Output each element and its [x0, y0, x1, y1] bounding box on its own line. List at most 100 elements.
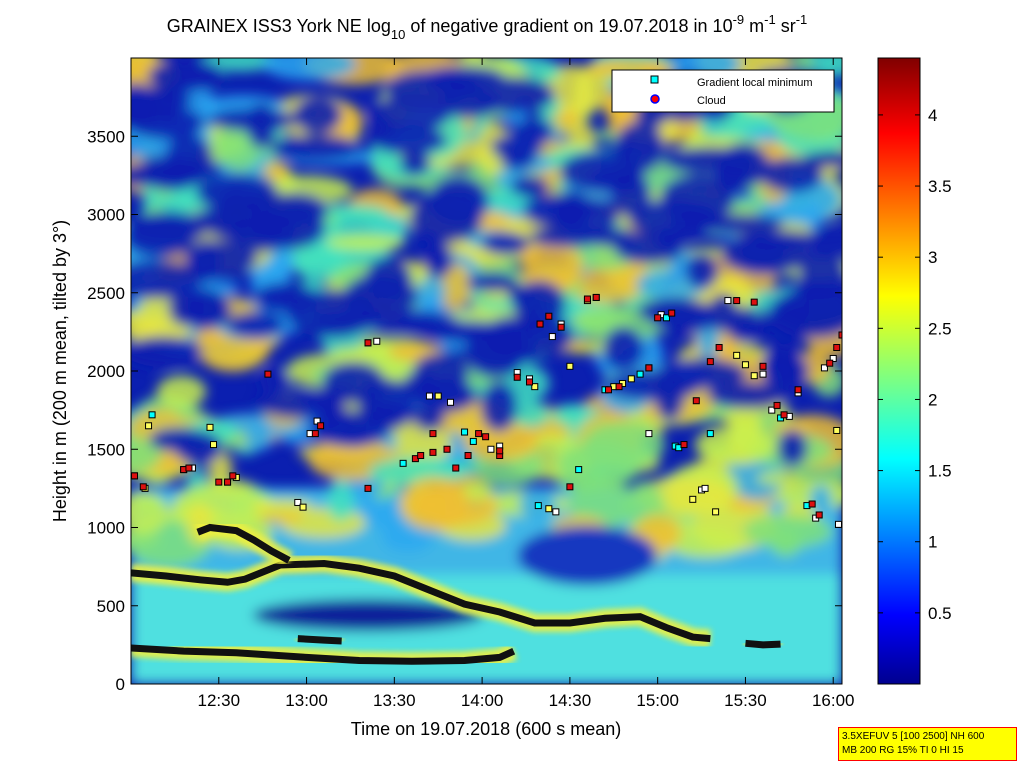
- cloud-marker: [215, 478, 223, 486]
- heatmap-patch: [743, 514, 833, 549]
- cloud-marker: [443, 445, 451, 453]
- cloud-marker: [615, 383, 623, 391]
- colorbar-tick-label: 1.5: [928, 462, 952, 481]
- gradient-minimum-marker: [399, 459, 407, 467]
- heatmap-gap: [131, 259, 203, 299]
- heatmap-gap: [614, 121, 665, 173]
- heatmap-gap: [364, 256, 413, 303]
- heatmap-patch: [810, 484, 832, 515]
- gradient-minimum-marker: [434, 392, 442, 400]
- cloud-marker: [583, 295, 591, 303]
- x-tick-label: 14:30: [549, 691, 592, 710]
- cloud-marker: [773, 401, 781, 409]
- cloud-marker: [545, 312, 553, 320]
- gradient-minimum-marker: [145, 422, 153, 430]
- heatmap-gap: [255, 388, 344, 419]
- heatmap-gap: [685, 252, 720, 290]
- gradient-minimum-marker: [425, 392, 433, 400]
- colorbar-tick-label: 0.5: [928, 604, 952, 623]
- annotation-line-2: MB 200 RG 15% TI 0 HI 15: [842, 745, 964, 756]
- gradient-minimum-marker: [461, 428, 469, 436]
- heatmap-patch: [522, 241, 584, 293]
- cloud-marker: [838, 331, 842, 339]
- cloud-marker: [692, 397, 700, 405]
- heatmap-patch: [415, 275, 446, 310]
- cloud-marker: [566, 483, 574, 491]
- gradient-minimum-marker: [148, 411, 156, 419]
- heatmap-patch: [552, 403, 595, 427]
- x-tick-label: 13:00: [285, 691, 328, 710]
- colorbar-gradient: [877, 57, 921, 685]
- gradient-minimum-marker: [206, 423, 214, 431]
- gradient-minimum-marker: [833, 426, 841, 434]
- cloud-marker: [668, 309, 676, 317]
- heatmap-gap: [153, 158, 224, 180]
- heatmap-gap: [131, 215, 197, 258]
- heatmap-gap: [426, 74, 482, 94]
- cloud-marker: [311, 430, 319, 438]
- heatmap-gap: [637, 297, 714, 325]
- gradient-minimum-marker: [706, 430, 714, 438]
- heatmap-gap: [147, 59, 226, 92]
- heatmap-patch: [667, 528, 746, 558]
- legend-box: [611, 69, 835, 113]
- heatmap-gap: [292, 95, 343, 135]
- cloud-marker: [557, 323, 565, 331]
- cloud-marker: [464, 452, 472, 460]
- colorbar-tick-label: 3: [928, 248, 937, 267]
- gradient-minimum-marker: [447, 398, 455, 406]
- heatmap-gap: [653, 372, 685, 422]
- heatmap-gap: [762, 351, 810, 390]
- x-tick-label: 15:30: [724, 691, 767, 710]
- band-line-short: [297, 635, 342, 645]
- gradient-minimum-marker: [701, 484, 709, 492]
- cloud-marker: [417, 452, 425, 460]
- x-tick-label: 14:00: [461, 691, 504, 710]
- gradient-minimum-marker: [575, 466, 583, 474]
- colorbar-tick-label: 3.5: [928, 177, 952, 196]
- heatmap-gap: [367, 95, 451, 133]
- heatmap-patch: [551, 111, 581, 126]
- gradient-minimum-marker: [487, 445, 495, 453]
- heatmap-gap: [628, 199, 719, 240]
- legend-label-cloud: Cloud: [697, 95, 726, 107]
- gradient-minimum-marker: [750, 372, 758, 380]
- heatmap-hole: [253, 599, 483, 632]
- heatmap-gap: [226, 311, 285, 339]
- gradient-minimum-marker: [299, 503, 307, 511]
- cloud-marker: [526, 378, 534, 386]
- heatmap-gap: [131, 86, 193, 114]
- heatmap-gap: [195, 208, 234, 228]
- heatmap-gap: [759, 156, 824, 193]
- cloud-marker: [645, 364, 653, 372]
- y-tick-label: 3000: [87, 206, 125, 225]
- cloud-marker: [317, 422, 325, 430]
- legend: Gradient local minimum Cloud: [611, 69, 835, 113]
- heatmap-gap: [370, 125, 448, 155]
- heatmap-gap: [184, 240, 258, 277]
- gradient-minimum-marker: [531, 383, 539, 391]
- gradient-minimum-marker: [820, 364, 828, 372]
- heatmap-patch: [263, 162, 290, 180]
- gradient-minimum-marker: [548, 333, 556, 341]
- band-line-tail: [745, 639, 781, 649]
- heatmap-patch: [262, 58, 357, 81]
- heatmap-gap: [457, 341, 542, 367]
- heatmap-gap: [511, 280, 567, 327]
- cloud-marker: [429, 430, 437, 438]
- heatmap-gap: [401, 371, 441, 397]
- cloud-marker: [139, 483, 147, 491]
- colorbar-tick-label: 4: [928, 106, 937, 125]
- gradient-minimum-marker: [313, 417, 321, 425]
- legend-label-gradient-min: Gradient local minimum: [697, 77, 813, 89]
- y-tick-label: 1500: [87, 440, 125, 459]
- heatmap-gap: [662, 146, 758, 174]
- cloud-marker: [794, 386, 802, 394]
- gradient-minimum-marker: [768, 406, 776, 414]
- heatmap-patch: [325, 234, 406, 251]
- y-axis-label: Height in m (200 m mean, tilted by 3°): [50, 220, 70, 522]
- cloud-marker: [364, 339, 372, 347]
- heatmap-gap: [251, 206, 326, 250]
- cloud-marker: [513, 373, 521, 381]
- heatmap-gap: [409, 192, 483, 244]
